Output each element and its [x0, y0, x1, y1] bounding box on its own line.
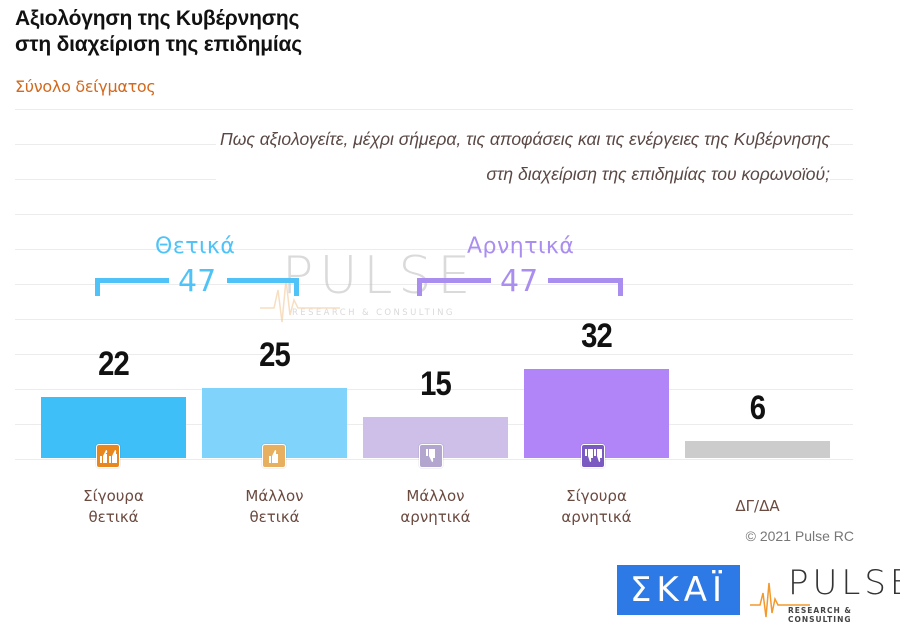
bracket-left-tick [417, 278, 422, 296]
chart-subtitle: Σύνολο δείγματος [15, 77, 156, 96]
gridline [15, 319, 853, 320]
pulse-logo-sub: RESEARCH & CONSULTING [788, 606, 852, 624]
skai-logo: ΣΚΑΪ [617, 565, 740, 615]
bracket-right-line [227, 278, 299, 283]
bar-value: 25 [259, 336, 291, 374]
bar-value: 6 [749, 389, 766, 427]
thumbs-up-icon [262, 444, 286, 468]
survey-question: Πως αξιολογείτε, μέχρι σήμερα, τις αποφά… [216, 122, 830, 192]
gridline [15, 109, 853, 110]
pulse-logo: PULSE RESEARCH & CONSULTING [750, 563, 900, 624]
heartbeat-icon [750, 582, 810, 618]
bar-sigoura-arnitika [524, 369, 669, 458]
group-total-negative: 47 [500, 264, 539, 299]
gridline [15, 354, 853, 355]
category-label: ΔΓ/ΔΑ [735, 497, 780, 515]
chart-title-line1: Αξιολόγηση της Κυβέρνησης [15, 7, 300, 30]
bracket-right-line [548, 278, 623, 283]
bar-value: 15 [420, 365, 452, 403]
chart-title: Αξιολόγηση της Κυβέρνησης στη διαχείριση… [15, 6, 302, 58]
bracket-left-line [95, 278, 169, 283]
group-label-negative: Αρνητικά [467, 234, 575, 259]
category-label: Σίγουρα θετικά [83, 487, 144, 526]
gridline [15, 249, 853, 250]
double-thumbs-down-icon [581, 444, 605, 468]
bracket-left-tick [95, 278, 100, 296]
bracket-left-line [417, 278, 491, 283]
watermark-word: PULSE [282, 246, 477, 306]
survey-question-line1: Πως αξιολογείτε, μέχρι σήμερα, τις αποφά… [216, 122, 830, 157]
category-label: Μάλλον αρνητικά [400, 487, 471, 526]
group-label-positive: Θετικά [155, 234, 236, 259]
bracket-right-tick [618, 278, 623, 296]
category-label: Σίγουρα αρνητικά [561, 487, 632, 526]
category-label: Μάλλον θετικά [245, 487, 304, 526]
gridline [15, 389, 853, 390]
thumbs-down-icon [419, 444, 443, 468]
bar-value: 22 [98, 345, 130, 383]
group-total-positive: 47 [178, 264, 217, 299]
double-thumbs-up-icon [96, 444, 120, 468]
survey-question-line2: στη διαχείριση της επιδημίας του κορωνοϊ… [216, 157, 830, 192]
bracket-right-tick [294, 278, 299, 296]
copyright-text: © 2021 Pulse RC [745, 528, 854, 544]
bar-value: 32 [581, 317, 613, 355]
chart-title-line2: στη διαχείριση της επιδημίας [15, 33, 302, 56]
pulse-watermark: PULSE RESEARCH & CONSULTING [260, 246, 477, 323]
pulse-logo-word: PULSE [788, 563, 900, 603]
gridline [15, 214, 853, 215]
watermark-sub: RESEARCH & CONSULTING [292, 308, 455, 318]
bar-dg-da [685, 441, 830, 458]
gridline [15, 284, 853, 285]
heartbeat-icon [260, 279, 340, 323]
